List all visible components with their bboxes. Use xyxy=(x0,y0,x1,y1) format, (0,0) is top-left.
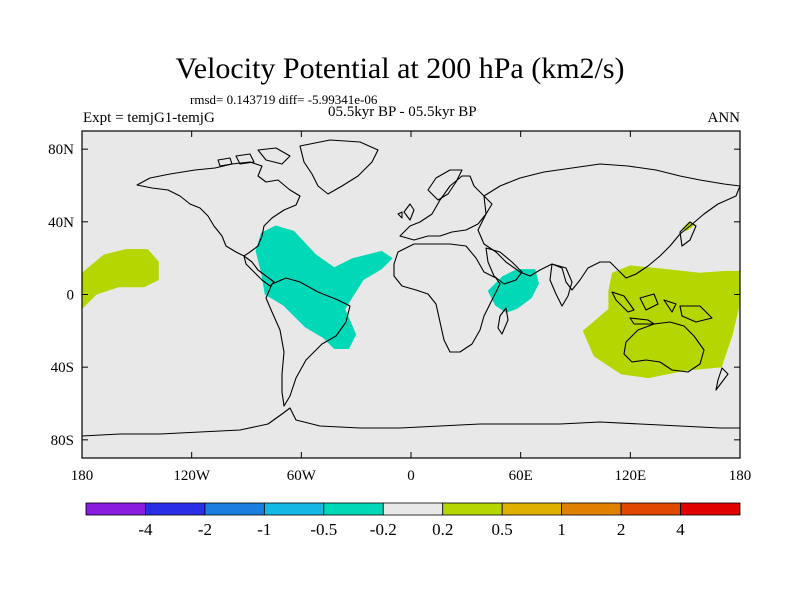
colorbar-label: -1 xyxy=(257,520,271,539)
anomaly-region-north-west-pacific xyxy=(681,221,695,231)
x-tick-label: 0 xyxy=(407,468,415,484)
colorbar-label: -0.5 xyxy=(310,520,337,539)
coastline-north-america xyxy=(136,161,301,257)
coastline-arctic-islands xyxy=(217,147,291,167)
colorbar-label: -0.2 xyxy=(370,520,397,539)
colorbar-label: 1 xyxy=(557,520,566,539)
anomaly-region-tropical-americas-atlantic xyxy=(255,225,393,349)
experiment-label: Expt = temjG1-temjG xyxy=(83,110,215,126)
season-label: ANN xyxy=(707,110,741,126)
colorbar-swatch xyxy=(680,502,741,516)
colorbar-swatch xyxy=(442,502,503,516)
coastline-arabia xyxy=(485,247,523,285)
coastline-scandinavia xyxy=(427,169,463,201)
x-tick-label: 180 xyxy=(729,468,752,484)
stats-label: rmsd= 0.143719 diff= -5.99341e-06 xyxy=(190,92,378,107)
coastline-south-america xyxy=(265,277,351,407)
x-tick-label: 120E xyxy=(614,468,646,484)
colorbar-swatch xyxy=(145,502,206,516)
x-tick-label: 60W xyxy=(287,468,317,484)
x-tick-label: 120W xyxy=(173,468,211,484)
coastline-antarctica xyxy=(82,407,740,437)
colorbar-label: -2 xyxy=(198,520,212,539)
coastline-africa xyxy=(393,243,501,353)
x-tick-label: 180 xyxy=(71,468,94,484)
y-tick-label: 80N xyxy=(48,142,74,158)
coastline-new-zealand xyxy=(715,367,729,391)
y-tick-label: 40N xyxy=(48,215,74,231)
colorbar-label: 0.2 xyxy=(432,520,453,539)
colorbar-swatch xyxy=(501,502,563,516)
colorbar-swatch xyxy=(561,502,622,516)
anomaly-region-central-pacific xyxy=(82,249,159,309)
colorbar-swatch xyxy=(382,502,444,516)
colorbar-swatch xyxy=(620,502,681,516)
x-tick-label: 60E xyxy=(509,468,533,484)
colorbar-label: -4 xyxy=(138,520,153,539)
colorbar-swatch xyxy=(323,502,384,516)
coastline-australia xyxy=(623,321,705,373)
y-tick-label: 80S xyxy=(51,433,74,449)
coastline-india xyxy=(549,263,573,307)
coastline-uk xyxy=(397,203,415,221)
coastline-greenland xyxy=(299,139,379,195)
colorbar-swatch xyxy=(85,502,146,516)
y-tick-label: 40S xyxy=(51,360,74,376)
y-tick-label: 0 xyxy=(67,288,75,304)
anomaly-region-west-indian-ocean xyxy=(487,269,539,313)
coastline-japan xyxy=(679,221,697,247)
coastline-maritime-continent xyxy=(611,291,713,325)
anomaly-region-maritime-continent-australia xyxy=(582,265,740,379)
colorbar-label: 4 xyxy=(676,520,685,539)
colorbar-label: 2 xyxy=(617,520,626,539)
colorbar-swatch xyxy=(263,502,325,516)
colorbar-label: 0.5 xyxy=(492,520,513,539)
period-label: 05.5kyr BP - 05.5kyr BP xyxy=(328,104,477,120)
colorbar-swatch xyxy=(204,502,265,516)
coastline-asia xyxy=(477,163,740,291)
chart-title: Velocity Potential at 200 hPa (km2/s) xyxy=(175,52,625,85)
coastline-madagascar xyxy=(497,307,509,335)
